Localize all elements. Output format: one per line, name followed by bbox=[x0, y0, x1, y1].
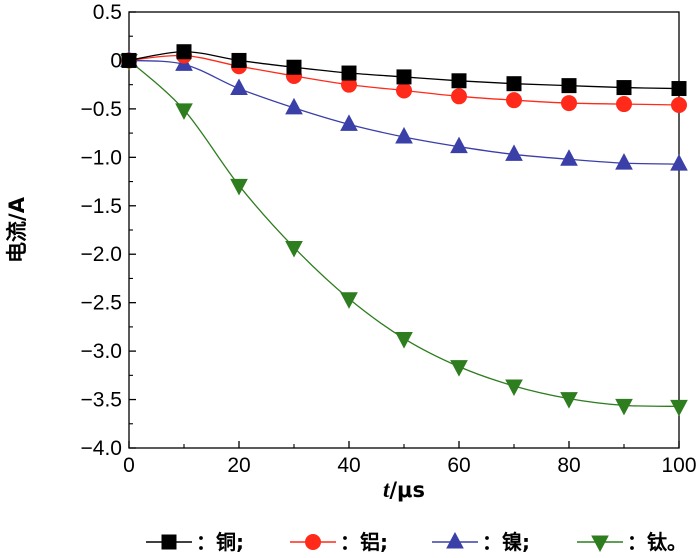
data-point bbox=[450, 360, 468, 377]
data-point bbox=[671, 81, 687, 97]
y-tick-label: −0.5 bbox=[81, 98, 122, 121]
series-line bbox=[128, 59, 680, 407]
y-tick-label: −3.5 bbox=[81, 389, 122, 412]
data-point bbox=[561, 78, 577, 94]
data-point bbox=[396, 82, 412, 99]
y-tick-label: 0 bbox=[110, 49, 122, 72]
data-point bbox=[121, 52, 137, 68]
axis-titles: 电流/A t/μs bbox=[5, 196, 425, 502]
data-point bbox=[396, 69, 412, 85]
x-tick-label: 60 bbox=[447, 454, 470, 477]
legend-marker bbox=[161, 534, 177, 550]
y-tick-label: −2.5 bbox=[81, 292, 122, 315]
x-axis: 0 20 40 60 80 100 bbox=[123, 441, 697, 477]
data-point bbox=[230, 78, 248, 96]
series-group bbox=[120, 50, 688, 171]
data-point bbox=[285, 240, 303, 258]
legend: ：铜; ：铝; ：镍; ：钛。 bbox=[146, 530, 687, 554]
data-point bbox=[286, 59, 302, 75]
data-point bbox=[671, 97, 687, 114]
legend-label: ：铝; bbox=[340, 530, 388, 554]
data-point bbox=[616, 80, 632, 96]
legend-label: ：钛。 bbox=[627, 530, 687, 554]
data-point bbox=[506, 76, 522, 92]
data-point bbox=[560, 149, 578, 166]
y-tick-label: 0.5 bbox=[93, 1, 122, 24]
data-point bbox=[560, 392, 578, 409]
x-tick-label: 20 bbox=[227, 454, 250, 477]
x-tick-label: 40 bbox=[337, 454, 360, 477]
legend-marker bbox=[446, 531, 464, 549]
x-axis-variable: t bbox=[383, 477, 390, 502]
y-axis: 0.5 0 −0.5 −1.0 −1.5 −2.0 −2.5 −3.0 −3.5 −4.0 bbox=[81, 1, 136, 460]
x-tick-label: 0 bbox=[123, 454, 135, 477]
legend-marker bbox=[305, 534, 321, 550]
data-point bbox=[670, 399, 688, 417]
data-point bbox=[230, 178, 248, 196]
x-tick-label: 80 bbox=[557, 454, 580, 477]
legend-label: ：镍; bbox=[482, 530, 530, 554]
legend-label: ：铜; bbox=[196, 530, 244, 554]
data-point bbox=[451, 88, 467, 105]
data-point bbox=[506, 92, 522, 109]
data-point bbox=[395, 332, 413, 349]
x-tick-label: 100 bbox=[661, 454, 696, 477]
data-point bbox=[561, 95, 577, 112]
data-point bbox=[340, 292, 358, 309]
data-point bbox=[670, 154, 688, 171]
data-point bbox=[231, 52, 247, 68]
x-axis-title: t/μs bbox=[383, 477, 425, 502]
y-tick-label: −4.0 bbox=[81, 437, 122, 460]
y-axis-title: 电流/A bbox=[5, 196, 29, 263]
data-point bbox=[285, 97, 303, 115]
data-point bbox=[340, 114, 358, 131]
data-point bbox=[175, 103, 193, 120]
series-group bbox=[120, 53, 688, 417]
y-tick-label: −2.0 bbox=[81, 243, 122, 266]
x-axis-unit: /μs bbox=[389, 478, 425, 502]
data-point bbox=[451, 73, 467, 89]
data-point bbox=[176, 44, 192, 60]
data-point bbox=[505, 379, 523, 397]
y-tick-label: −1.5 bbox=[81, 195, 122, 218]
data-point bbox=[616, 96, 632, 113]
series-layer bbox=[120, 44, 688, 417]
y-tick-label: −1.0 bbox=[81, 146, 122, 169]
data-point bbox=[505, 144, 523, 161]
data-point bbox=[450, 136, 468, 154]
y-tick-label: −3.0 bbox=[81, 340, 122, 363]
legend-marker bbox=[591, 535, 609, 553]
data-point bbox=[615, 153, 633, 170]
data-point bbox=[615, 398, 633, 416]
data-point bbox=[395, 126, 413, 144]
data-point bbox=[341, 65, 357, 81]
series-group bbox=[121, 44, 687, 97]
